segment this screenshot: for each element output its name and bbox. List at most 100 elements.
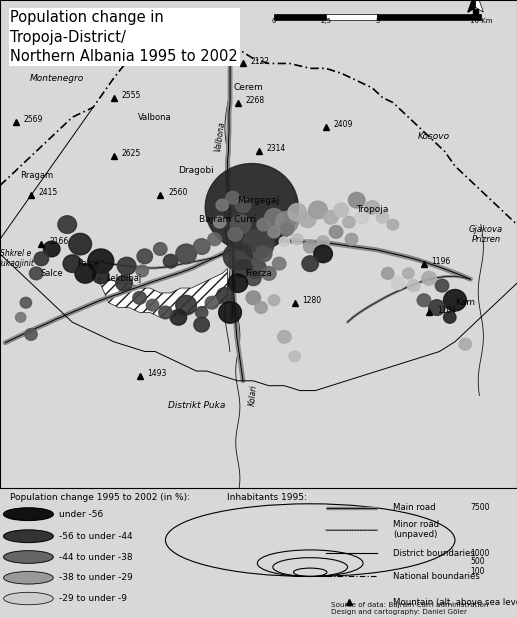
Circle shape	[403, 268, 414, 279]
Circle shape	[376, 211, 389, 223]
Text: Lekbibaj: Lekbibaj	[107, 274, 142, 283]
Circle shape	[163, 255, 178, 268]
Bar	[377, 14, 481, 20]
Circle shape	[223, 243, 252, 270]
Circle shape	[407, 280, 420, 292]
Circle shape	[255, 302, 267, 313]
Text: 1196: 1196	[432, 256, 451, 266]
Circle shape	[265, 208, 283, 226]
Text: 2166: 2166	[49, 237, 68, 246]
Circle shape	[136, 265, 148, 277]
Text: 2,5: 2,5	[320, 19, 331, 25]
Circle shape	[391, 277, 405, 289]
Circle shape	[235, 198, 251, 213]
Circle shape	[20, 297, 32, 308]
Circle shape	[417, 294, 431, 307]
Text: -38 to under -29: -38 to under -29	[59, 574, 133, 582]
Text: -29 to under -9: -29 to under -9	[59, 594, 128, 603]
Text: 1104: 1104	[437, 305, 456, 315]
Circle shape	[268, 295, 280, 306]
Text: 2555: 2555	[121, 91, 141, 99]
Circle shape	[195, 307, 208, 318]
Circle shape	[228, 274, 248, 292]
Polygon shape	[476, 0, 483, 12]
Circle shape	[348, 192, 365, 208]
Circle shape	[288, 203, 307, 221]
Circle shape	[329, 226, 343, 239]
Circle shape	[154, 243, 167, 255]
Circle shape	[234, 260, 252, 277]
Circle shape	[314, 245, 332, 263]
Circle shape	[29, 267, 43, 280]
Circle shape	[117, 257, 136, 275]
Text: Fierza: Fierza	[245, 269, 272, 278]
Bar	[326, 14, 377, 20]
Text: 0: 0	[272, 19, 276, 25]
Circle shape	[262, 266, 276, 280]
Text: Gjakova
Prizren: Gjakova Prizren	[469, 225, 503, 244]
Circle shape	[137, 249, 153, 264]
Circle shape	[93, 268, 109, 284]
Text: Population change 1995 to 2002 (in %):: Population change 1995 to 2002 (in %):	[10, 493, 190, 502]
Text: Shkrel e
Dukagjinit: Shkrel e Dukagjinit	[0, 249, 35, 268]
Circle shape	[324, 210, 338, 224]
Circle shape	[16, 313, 26, 322]
Circle shape	[4, 508, 53, 520]
Text: 2409: 2409	[333, 120, 353, 129]
Circle shape	[246, 259, 266, 278]
Circle shape	[88, 249, 114, 273]
Text: Cerem: Cerem	[233, 83, 263, 92]
Circle shape	[422, 271, 436, 285]
Circle shape	[334, 203, 348, 217]
Circle shape	[317, 236, 329, 248]
Circle shape	[75, 264, 96, 283]
Text: Dragobi: Dragobi	[178, 166, 215, 176]
Text: Main road: Main road	[393, 503, 435, 512]
Circle shape	[4, 530, 53, 543]
Circle shape	[208, 233, 221, 245]
Circle shape	[219, 302, 241, 323]
Circle shape	[280, 223, 294, 236]
Circle shape	[345, 234, 358, 245]
Circle shape	[193, 239, 210, 255]
Circle shape	[257, 218, 270, 231]
Text: Mountain (alt. above sea level): Mountain (alt. above sea level)	[393, 598, 517, 607]
Circle shape	[299, 212, 316, 227]
Text: Montenegro: Montenegro	[30, 74, 84, 83]
Text: Kam: Kam	[455, 298, 475, 307]
Circle shape	[194, 317, 209, 332]
Text: Bajram Curri: Bajram Curri	[199, 215, 256, 224]
Text: 2625: 2625	[121, 150, 141, 158]
Circle shape	[228, 227, 242, 241]
Text: Population change in
Tropoja-District/
Northern Albania 1995 to 2002: Population change in Tropoja-District/ N…	[10, 10, 238, 64]
Circle shape	[159, 306, 172, 319]
Circle shape	[226, 192, 239, 204]
Circle shape	[246, 271, 261, 286]
Circle shape	[268, 226, 280, 238]
Text: National boundaries: National boundaries	[393, 572, 480, 581]
Circle shape	[69, 234, 92, 255]
Circle shape	[176, 295, 196, 315]
Text: Palce: Palce	[77, 259, 99, 268]
Circle shape	[4, 592, 53, 605]
Circle shape	[43, 241, 60, 257]
Circle shape	[146, 299, 159, 311]
Circle shape	[279, 237, 290, 247]
Circle shape	[243, 229, 274, 259]
Text: Kosovo: Kosovo	[418, 132, 450, 141]
Text: 1493: 1493	[147, 369, 166, 378]
Circle shape	[302, 256, 318, 271]
Circle shape	[365, 201, 379, 214]
Polygon shape	[98, 268, 227, 317]
Circle shape	[214, 216, 226, 228]
Text: Inhabitants 1995:: Inhabitants 1995:	[227, 493, 307, 502]
Text: 2415: 2415	[39, 188, 58, 197]
Text: 2268: 2268	[246, 96, 265, 104]
Circle shape	[444, 311, 456, 323]
Circle shape	[309, 201, 327, 219]
Text: 1280: 1280	[302, 296, 322, 305]
Circle shape	[216, 199, 229, 211]
Circle shape	[25, 329, 37, 341]
Text: Valbona: Valbona	[138, 112, 172, 122]
Text: Rragam: Rragam	[20, 171, 53, 180]
